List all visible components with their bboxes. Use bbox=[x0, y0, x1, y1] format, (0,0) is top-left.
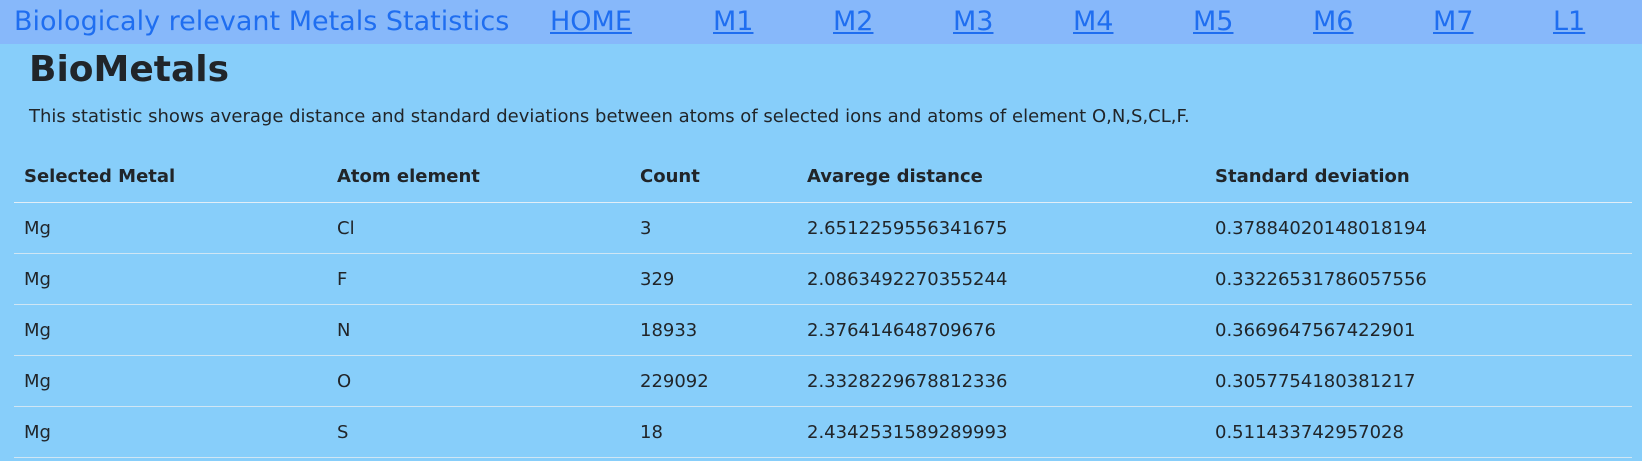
cell-count: 18 bbox=[630, 406, 797, 458]
nav-link-m7[interactable]: M7 bbox=[1433, 6, 1474, 37]
header-atom-element: Atom element bbox=[327, 151, 630, 203]
page-title: BioMetals bbox=[29, 49, 230, 90]
cell-standard-deviation: 0.37884020148018194 bbox=[1205, 202, 1632, 254]
table-row: Mg Cl 3 2.6512259556341675 0.37884020148… bbox=[14, 202, 1632, 254]
cell-standard-deviation: 0.3057754180381217 bbox=[1205, 355, 1632, 407]
page-description: This statistic shows average distance an… bbox=[29, 106, 1190, 127]
nav-link-m1[interactable]: M1 bbox=[713, 6, 754, 37]
cell-selected-metal: Mg bbox=[14, 304, 327, 356]
cell-atom-element: S bbox=[327, 406, 630, 458]
cell-count: 3 bbox=[630, 202, 797, 254]
nav-link-m3[interactable]: M3 bbox=[953, 6, 994, 37]
cell-selected-metal: Mg bbox=[14, 406, 327, 458]
nav-link-home[interactable]: HOME bbox=[550, 6, 632, 37]
cell-standard-deviation: 0.3669647567422901 bbox=[1205, 304, 1632, 356]
nav-link-m2[interactable]: M2 bbox=[833, 6, 874, 37]
cell-atom-element: O bbox=[327, 355, 630, 407]
cell-selected-metal: Mg bbox=[14, 355, 327, 407]
nav-link-l1[interactable]: L1 bbox=[1553, 6, 1586, 37]
nav-link-m5[interactable]: M5 bbox=[1193, 6, 1234, 37]
cell-atom-element: Cl bbox=[327, 202, 630, 254]
cell-count: 229092 bbox=[630, 355, 797, 407]
nav-link-m6[interactable]: M6 bbox=[1313, 6, 1354, 37]
cell-atom-element: N bbox=[327, 304, 630, 356]
cell-selected-metal: Mg bbox=[14, 253, 327, 305]
table-row: Mg N 18933 2.376414648709676 0.366964756… bbox=[14, 304, 1632, 356]
cell-atom-element: F bbox=[327, 253, 630, 305]
table-row: Mg S 18 2.4342531589289993 0.51143374295… bbox=[14, 406, 1632, 458]
table-header-row: Selected Metal Atom element Count Avareg… bbox=[14, 151, 1632, 203]
nav-link-m4[interactable]: M4 bbox=[1073, 6, 1114, 37]
cell-average-distance: 2.376414648709676 bbox=[797, 304, 1205, 356]
header-standard-deviation: Standard deviation bbox=[1205, 151, 1632, 203]
cell-average-distance: 2.3328229678812336 bbox=[797, 355, 1205, 407]
header-count: Count bbox=[630, 151, 797, 203]
table-row: Mg F 329 2.0863492270355244 0.3322653178… bbox=[14, 253, 1632, 305]
cell-average-distance: 2.4342531589289993 bbox=[797, 406, 1205, 458]
cell-count: 18933 bbox=[630, 304, 797, 356]
statistics-table: Selected Metal Atom element Count Avareg… bbox=[14, 151, 1632, 458]
top-navbar: Biologicaly relevant Metals Statistics H… bbox=[0, 0, 1642, 44]
header-selected-metal: Selected Metal bbox=[14, 151, 327, 203]
cell-count: 329 bbox=[630, 253, 797, 305]
table-row: Mg O 229092 2.3328229678812336 0.3057754… bbox=[14, 355, 1632, 407]
header-average-distance: Avarege distance bbox=[797, 151, 1205, 203]
cell-average-distance: 2.0863492270355244 bbox=[797, 253, 1205, 305]
cell-standard-deviation: 0.33226531786057556 bbox=[1205, 253, 1632, 305]
cell-standard-deviation: 0.511433742957028 bbox=[1205, 406, 1632, 458]
navbar-brand[interactable]: Biologicaly relevant Metals Statistics bbox=[14, 6, 510, 37]
cell-selected-metal: Mg bbox=[14, 202, 327, 254]
cell-average-distance: 2.6512259556341675 bbox=[797, 202, 1205, 254]
